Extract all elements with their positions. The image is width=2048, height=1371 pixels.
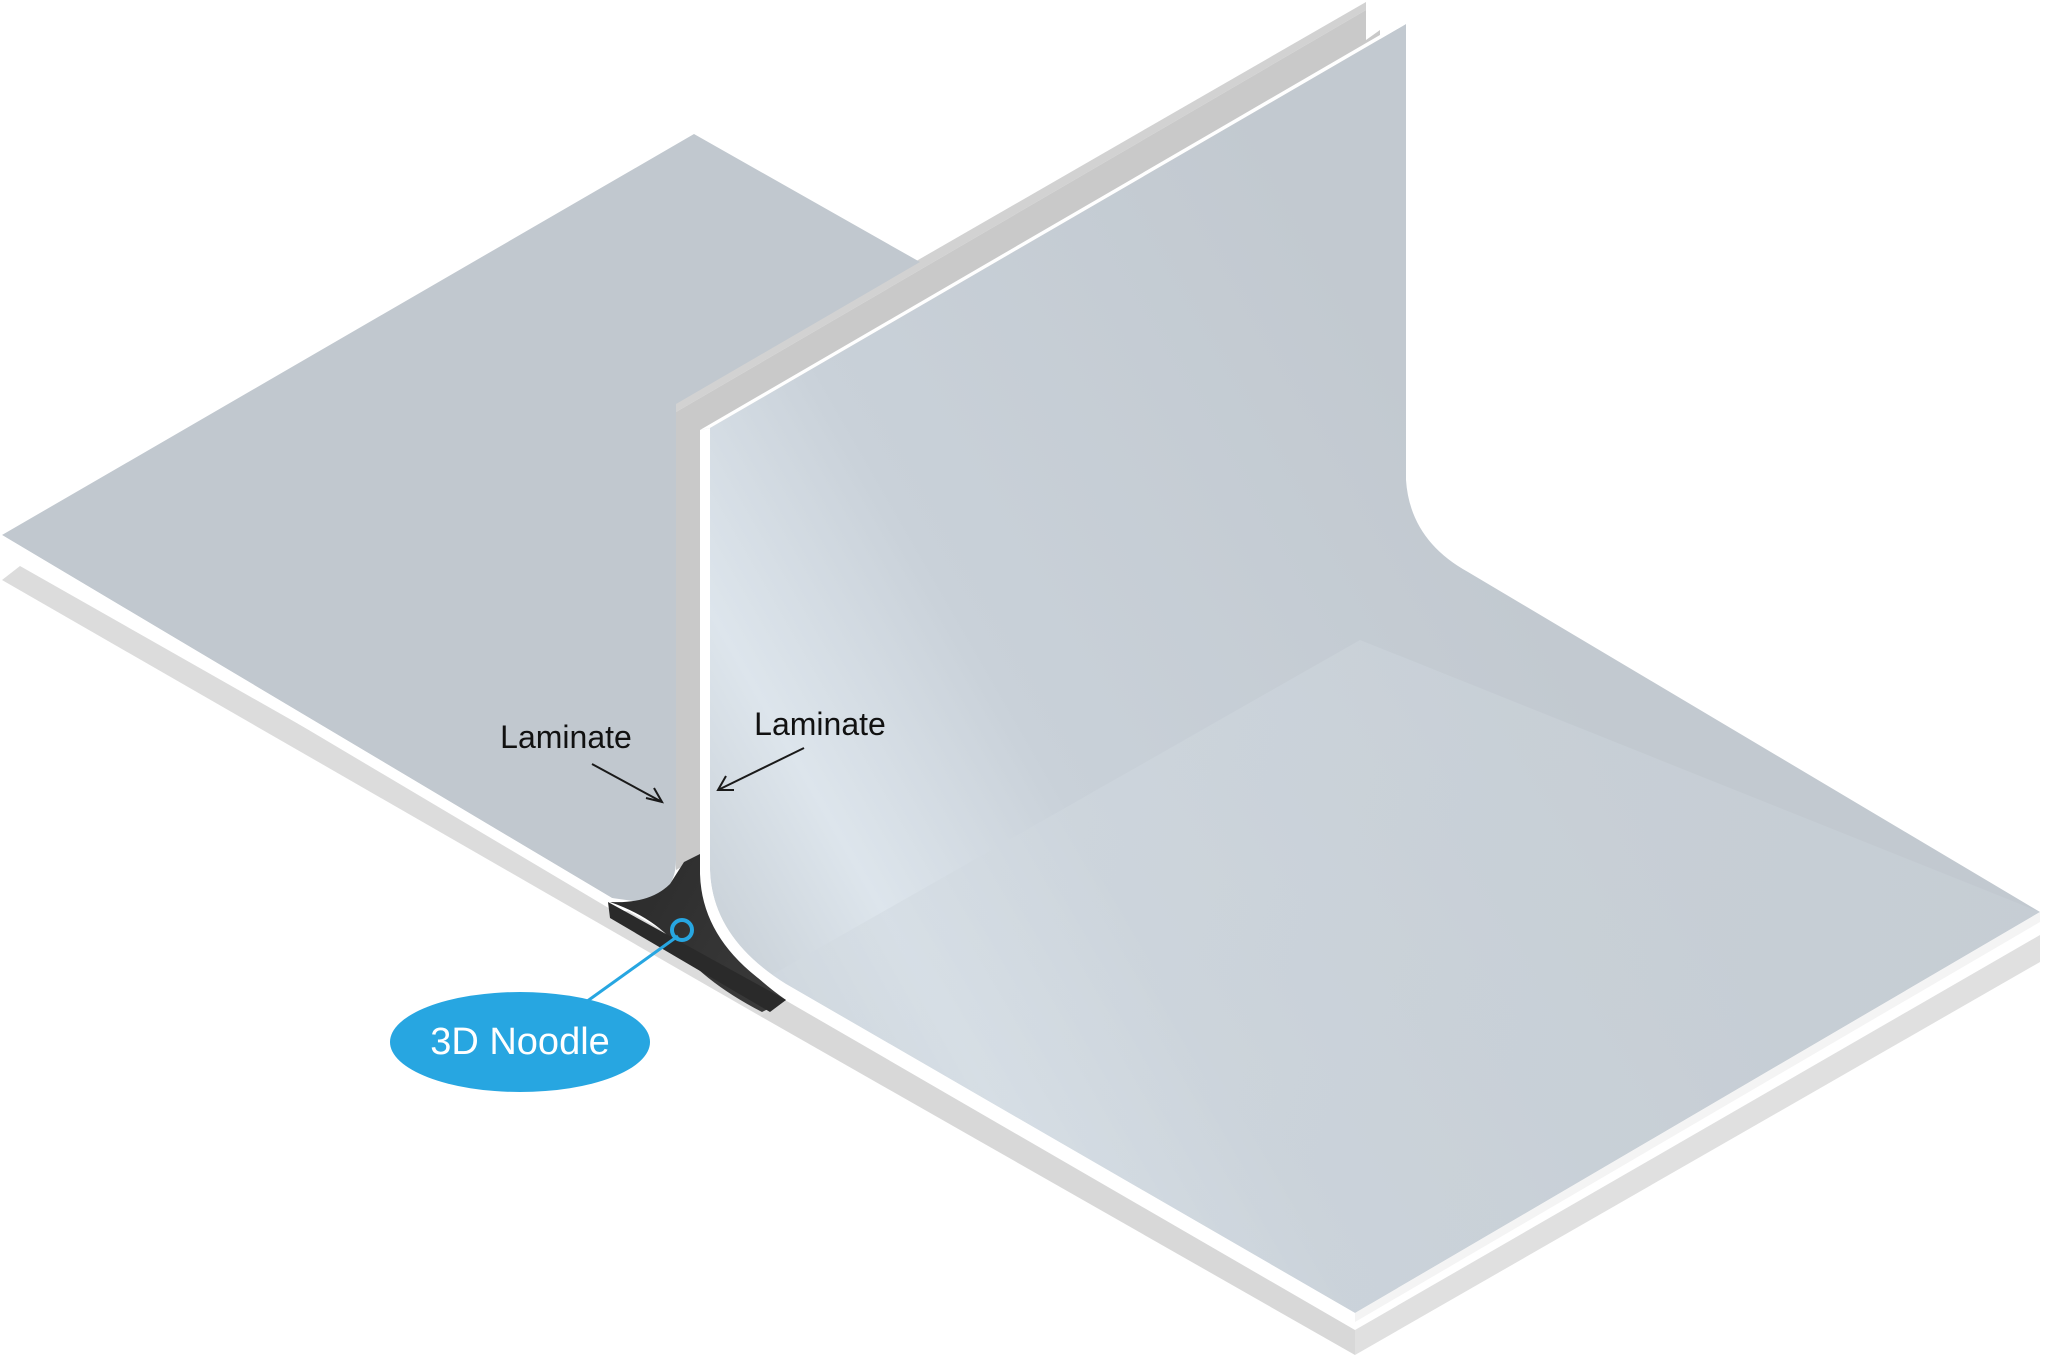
left-flange bbox=[2, 134, 920, 912]
noodle-front bbox=[608, 902, 786, 1012]
laminate-left-label: Laminate bbox=[500, 719, 632, 755]
base-plate-right bbox=[1355, 935, 2040, 1355]
left-flange-face bbox=[2, 134, 920, 902]
back-laminate-top-edge bbox=[668, 2, 1366, 412]
front-laminate-right-lip bbox=[1355, 912, 2040, 1322]
laminate-right-arrow bbox=[717, 747, 805, 791]
front-laminate-top-edge bbox=[700, 24, 1406, 430]
noodle-marker bbox=[670, 918, 694, 942]
front-laminate-bottom-lip bbox=[778, 984, 1355, 1322]
laminate-right-arrowhead bbox=[716, 775, 734, 791]
base-plate bbox=[2, 566, 2040, 1355]
front-laminate-wall-edge bbox=[700, 428, 786, 992]
annotations: Laminate Laminate 3D Noodle bbox=[390, 706, 886, 1092]
laminate-left-arrow bbox=[591, 763, 663, 803]
laminate-left-arrowhead bbox=[645, 787, 665, 804]
base-plate-left bbox=[2, 566, 785, 1016]
front-laminate bbox=[700, 24, 2040, 1322]
noodle bbox=[608, 852, 786, 1012]
front-laminate-flange-overlay bbox=[770, 640, 2040, 1313]
noodle-callout-bubble bbox=[390, 992, 650, 1092]
noodle-label: 3D Noodle bbox=[430, 1021, 610, 1063]
laminate-right-label: Laminate bbox=[754, 706, 886, 742]
base-plate-front-edge bbox=[760, 1000, 1355, 1355]
noodle-top bbox=[610, 852, 786, 1012]
noodle-leader-line bbox=[585, 934, 679, 1004]
